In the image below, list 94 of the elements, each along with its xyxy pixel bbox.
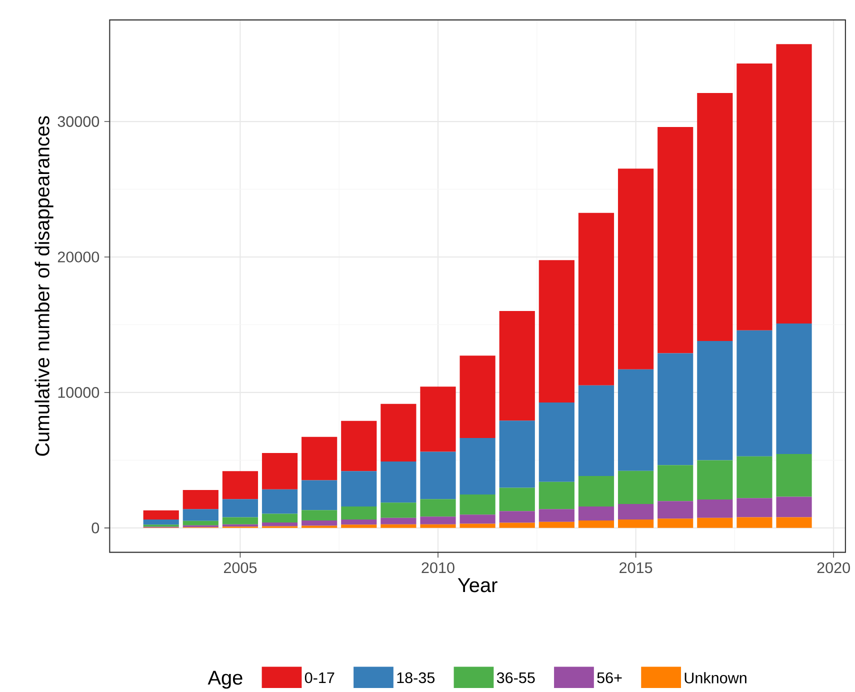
bar [776, 496, 812, 518]
bar [658, 501, 694, 519]
bar [222, 499, 258, 518]
x-tick-label: 2015 [620, 562, 652, 574]
bar [736, 64, 772, 330]
bar [182, 490, 218, 510]
bar [341, 420, 377, 472]
bar [222, 517, 258, 524]
bar [618, 168, 654, 370]
legend-label: 36-55 [496, 672, 535, 684]
bar [538, 402, 574, 482]
bar [578, 506, 614, 521]
bar [420, 452, 456, 500]
bar [658, 465, 694, 502]
bar [538, 509, 574, 522]
bar [697, 460, 733, 500]
bar [578, 520, 614, 528]
bar [776, 517, 812, 528]
bar [341, 506, 377, 520]
bar [499, 420, 535, 488]
bar [697, 341, 733, 460]
bar [618, 370, 654, 471]
bar [420, 524, 456, 528]
x-tick-label: 2020 [817, 562, 850, 574]
x-axis-title: Year [458, 578, 498, 592]
bar [776, 324, 812, 454]
bar [262, 453, 298, 490]
y-axis-title: Cumulative number of disappearances [34, 116, 54, 456]
bar [182, 520, 218, 526]
bar [302, 436, 338, 480]
y-tick-label: 0 [92, 522, 100, 534]
bar [460, 438, 496, 495]
bar [618, 504, 654, 520]
bar [658, 518, 694, 528]
bar [538, 260, 574, 403]
bar [697, 518, 733, 528]
bar [499, 488, 535, 512]
y-tick-label: 20000 [58, 252, 100, 262]
bar [538, 522, 574, 528]
legend-label: 56+ [597, 672, 622, 684]
bar [578, 212, 614, 386]
bar [380, 462, 416, 503]
x-tick-label: 2010 [422, 562, 454, 574]
legend-label: 18-35 [397, 672, 435, 684]
x-tick-label: 2005 [224, 562, 257, 574]
bar [460, 494, 496, 515]
bar [776, 44, 812, 324]
bar [538, 482, 574, 510]
bar [697, 500, 733, 518]
bar [302, 520, 338, 526]
bar [143, 520, 179, 525]
bar [222, 471, 258, 500]
bar [776, 454, 812, 497]
bar [302, 526, 338, 528]
bar [420, 516, 456, 524]
bar [222, 524, 258, 527]
bar [578, 385, 614, 476]
bar [618, 470, 654, 504]
bar [143, 510, 179, 520]
bar [262, 489, 298, 514]
bar [302, 480, 338, 510]
bar [380, 502, 416, 518]
bar [736, 517, 772, 528]
y-tick-label: 30000 [58, 116, 100, 128]
bar [460, 514, 496, 524]
bar [499, 311, 535, 421]
bar [697, 93, 733, 342]
bar [460, 524, 496, 528]
bar [380, 518, 416, 524]
bar [736, 456, 772, 498]
bar [380, 524, 416, 528]
bar [341, 471, 377, 507]
bar [262, 514, 298, 523]
bar [182, 509, 218, 521]
bar [658, 353, 694, 466]
bar [578, 476, 614, 507]
legend-label: Unknown [684, 672, 746, 684]
bar [262, 522, 298, 526]
bar [736, 498, 772, 518]
bar [499, 522, 535, 528]
bar [420, 386, 456, 452]
y-tick-label: 10000 [58, 387, 100, 398]
bar [460, 356, 496, 438]
bar [499, 511, 535, 523]
bar [420, 499, 456, 517]
legend-title: Age [208, 670, 242, 689]
bar [341, 524, 377, 528]
bar [658, 127, 694, 354]
bar [341, 520, 377, 525]
bar [380, 404, 416, 462]
bar [302, 510, 338, 521]
bar [736, 330, 772, 456]
legend-label: 0-17 [304, 672, 334, 684]
bar [618, 520, 654, 528]
